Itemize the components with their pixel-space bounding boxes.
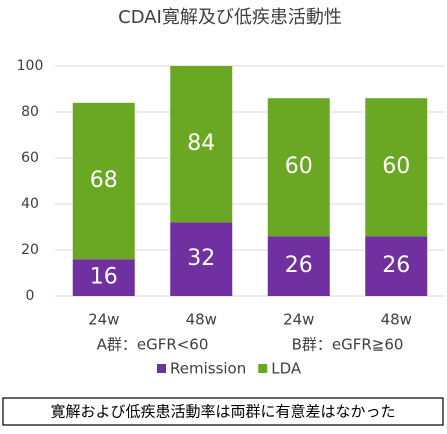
annotation-box [2,397,444,426]
bar-segment [72,102,135,260]
legend-label: LDA [271,360,302,378]
y-tick-label: 0 [26,288,35,304]
bar-segment [170,66,233,223]
y-tick-label: 20 [21,242,39,258]
annotation: 寛解および低疾患活動率は両群に有意差はなかった [50,403,395,421]
bar-segment [365,236,428,296]
y-tick-label: 60 [21,150,39,166]
bar-segment [170,222,233,296]
bar-segment [267,98,330,237]
x-tick-label: 48w [186,311,217,329]
value-label: 60 [285,154,313,179]
chart-title: CDAI寛解及び低疾患活動性 [118,7,342,28]
x-tick-label: 24w [88,311,119,329]
bar-segment [72,259,135,296]
bars [72,66,428,296]
group-label: A群：eGFR<60 [97,336,209,354]
x-tick-label: 48w [381,311,412,329]
y-tick-label: 100 [17,58,44,74]
y-tick-label: 40 [21,196,39,212]
value-label: 16 [90,265,118,290]
legend-swatch [157,364,166,373]
y-tick-label: 80 [21,104,39,120]
value-label: 60 [382,154,410,179]
group-label: B群：eGFR≧60 [292,336,404,354]
value-label: 32 [187,246,215,271]
value-label: 26 [382,253,410,278]
x-tick-label: 24w [283,311,314,329]
value-label: 26 [285,253,313,278]
legend-label: Remission [170,360,246,378]
value-label: 84 [187,131,215,156]
bar-segment [365,98,428,237]
value-label: 68 [90,168,118,193]
legend-swatch [258,364,268,373]
bar-segment [267,236,330,296]
